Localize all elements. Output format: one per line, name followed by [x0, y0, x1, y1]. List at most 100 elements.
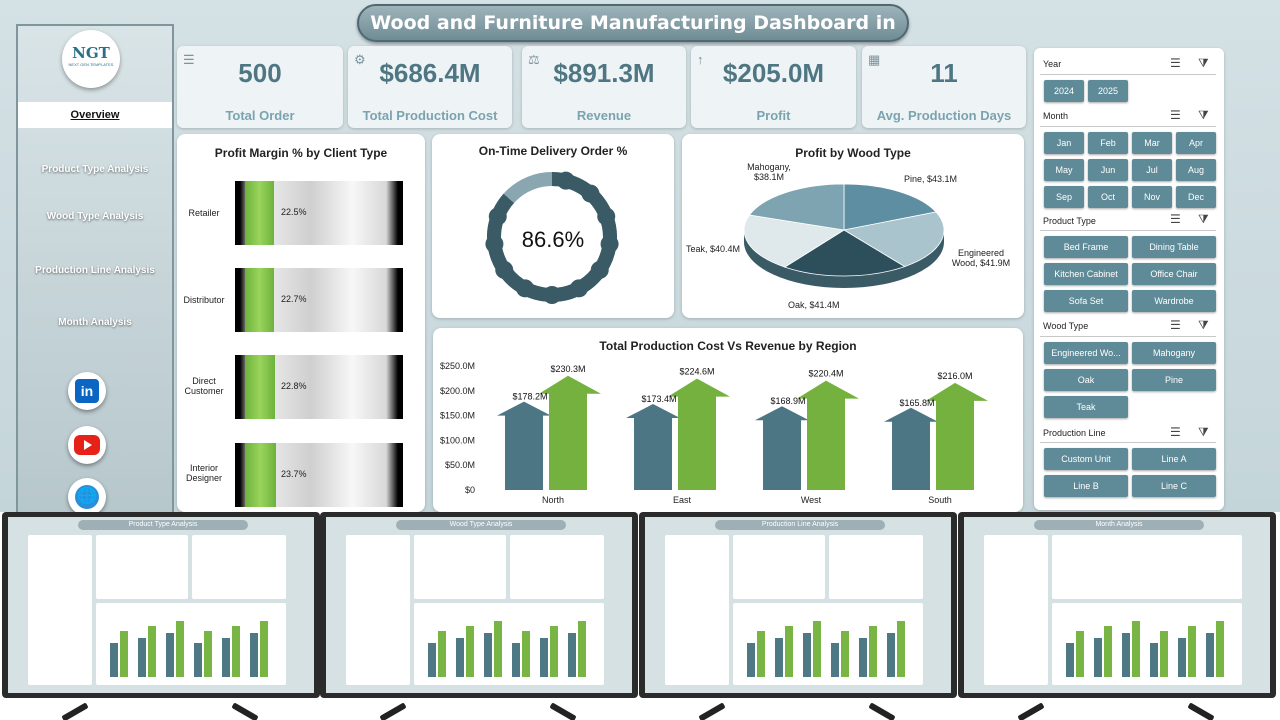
month-sep-button[interactable]: Sep — [1044, 186, 1084, 208]
month-dec-button[interactable]: Dec — [1176, 186, 1216, 208]
margin-fill — [245, 355, 275, 419]
category-label: East — [673, 495, 692, 505]
gauge-knob — [543, 286, 561, 304]
year-2024-button[interactable]: 2024 — [1044, 80, 1084, 102]
multi-select-icon[interactable]: ☰ — [1170, 212, 1181, 226]
category-label: West — [801, 495, 822, 505]
client-type-label: Retailer — [188, 208, 220, 218]
margin-row: Retailer 22.5% — [188, 181, 403, 245]
slicer-title-product-type: Product Type — [1043, 216, 1096, 226]
multi-select-icon[interactable]: ☰ — [1170, 56, 1181, 70]
month-jan-button[interactable]: Jan — [1044, 132, 1084, 154]
month-mar-button[interactable]: Mar — [1132, 132, 1172, 154]
client-type-label: Direct Customer — [184, 376, 224, 396]
mini-chart-bar — [204, 631, 212, 677]
pie-slice — [783, 229, 906, 277]
mini-chart-bar — [785, 626, 793, 677]
product-dining-table-button[interactable]: Dining Table — [1132, 236, 1216, 258]
product-sofa-set-button[interactable]: Sofa Set — [1044, 290, 1128, 312]
wood-teak-button[interactable]: Teak — [1044, 396, 1128, 418]
gauge-knob — [516, 279, 535, 298]
chart-title: Total Production Cost Vs Revenue by Regi… — [599, 339, 857, 353]
year-2025-button[interactable]: 2025 — [1088, 80, 1128, 102]
thumbnail-product-type[interactable]: Product Type Analysis — [2, 512, 320, 720]
nav-production-line-analysis[interactable]: Production Line Analysis — [35, 265, 155, 276]
margin-fill — [245, 443, 276, 507]
product-wardrobe-button[interactable]: Wardrobe — [1132, 290, 1216, 312]
month-jul-button[interactable]: Jul — [1132, 159, 1172, 181]
nav-wood-type-analysis[interactable]: Wood Type Analysis — [46, 211, 144, 222]
cost-data-label: $168.9M — [770, 396, 805, 406]
mini-chart-bar — [194, 643, 202, 677]
mini-chart-bar — [540, 638, 548, 677]
sidebar: NGT NEXT GEN TEMPLATES Overview Product … — [16, 24, 174, 516]
month-apr-button[interactable]: Apr — [1176, 132, 1216, 154]
thumbnail-production-line[interactable]: Production Line Analysis — [639, 512, 957, 720]
line-custom-unit-button[interactable]: Custom Unit — [1044, 448, 1128, 470]
mini-chart-bar — [841, 631, 849, 677]
on-time-gauge — [485, 171, 619, 304]
mini-chart-bar — [1066, 643, 1074, 677]
mini-chart — [733, 603, 923, 685]
month-nov-button[interactable]: Nov — [1132, 186, 1172, 208]
month-aug-button[interactable]: Aug — [1176, 159, 1216, 181]
slicer-title-production-line: Production Line — [1043, 428, 1106, 438]
mini-chart-bar — [775, 638, 783, 677]
month-oct-button[interactable]: Oct — [1088, 186, 1128, 208]
thumbnail-screen: Month Analysis — [964, 517, 1270, 693]
multi-select-icon[interactable]: ☰ — [1170, 108, 1181, 122]
kpi-label: Total Order — [225, 108, 295, 123]
month-jun-button[interactable]: Jun — [1088, 159, 1128, 181]
product-office-chair-button[interactable]: Office Chair — [1132, 263, 1216, 285]
panel-title: Profit by Wood Type — [795, 146, 911, 160]
mini-chart-bar — [1188, 626, 1196, 677]
nav-month-analysis[interactable]: Month Analysis — [58, 317, 132, 328]
multi-select-icon[interactable]: ☰ — [1170, 318, 1181, 332]
logo-subtext: NEXT GEN TEMPLATES — [68, 62, 114, 67]
margin-row: Distributor 22.7% — [183, 268, 403, 332]
line-a-button[interactable]: Line A — [1132, 448, 1216, 470]
mini-chart-bar — [1104, 626, 1112, 677]
product-bed-frame-button[interactable]: Bed Frame — [1044, 236, 1128, 258]
mini-panel — [192, 535, 286, 599]
thumbnail-wood-type[interactable]: Wood Type Analysis — [320, 512, 638, 720]
revenue-bar — [539, 375, 601, 490]
wood-mahogany-button[interactable]: Mahogany — [1132, 342, 1216, 364]
website-button[interactable]: 🌐 — [68, 478, 106, 516]
monitor-stand — [698, 702, 726, 720]
product-kitchen-cabinet-button[interactable]: Kitchen Cabinet — [1044, 263, 1128, 285]
wood-pine-button[interactable]: Pine — [1132, 369, 1216, 391]
mini-chart-bar — [222, 638, 230, 677]
clear-filter-icon[interactable]: ⧩ — [1198, 108, 1209, 122]
pie-slice — [743, 214, 846, 268]
profit-margin-panel: Profit Margin % by Client Type Retailer … — [177, 134, 425, 512]
kpi-label: Total Production Cost — [362, 108, 498, 123]
clear-filter-icon[interactable]: ⧩ — [1198, 212, 1209, 226]
line-b-button[interactable]: Line B — [1044, 475, 1128, 497]
multi-select-icon[interactable]: ☰ — [1170, 425, 1181, 439]
mini-chart-bar — [1122, 633, 1130, 677]
mini-chart-bar — [232, 626, 240, 677]
mini-chart-bar — [466, 626, 474, 677]
kpi-avg-production-days: ▦ 11 Avg. Production Days — [862, 46, 1026, 128]
linkedin-button[interactable]: in — [68, 372, 106, 410]
revenue-bar — [797, 380, 859, 490]
pie-label-oak: Oak, $41.4M — [788, 300, 840, 310]
nav-product-type-analysis[interactable]: Product Type Analysis — [41, 164, 149, 175]
gauge-knob — [600, 234, 619, 253]
mini-chart-bar — [550, 626, 558, 677]
clear-filter-icon[interactable]: ⧩ — [1198, 425, 1209, 439]
month-feb-button[interactable]: Feb — [1088, 132, 1128, 154]
wood-oak-button[interactable]: Oak — [1044, 369, 1128, 391]
cost-bar — [497, 401, 551, 490]
month-may-button[interactable]: May — [1044, 159, 1084, 181]
wood-engineered-button[interactable]: Engineered Wo... — [1044, 342, 1128, 364]
clear-filter-icon[interactable]: ⧩ — [1198, 318, 1209, 332]
nav-overview[interactable]: Overview — [18, 102, 172, 128]
mini-chart-bar — [138, 638, 146, 677]
youtube-button[interactable] — [68, 426, 106, 464]
thumbnail-month[interactable]: Month Analysis — [958, 512, 1276, 720]
clear-filter-icon[interactable]: ⧩ — [1198, 56, 1209, 70]
mini-chart-bar — [110, 643, 118, 677]
line-c-button[interactable]: Line C — [1132, 475, 1216, 497]
